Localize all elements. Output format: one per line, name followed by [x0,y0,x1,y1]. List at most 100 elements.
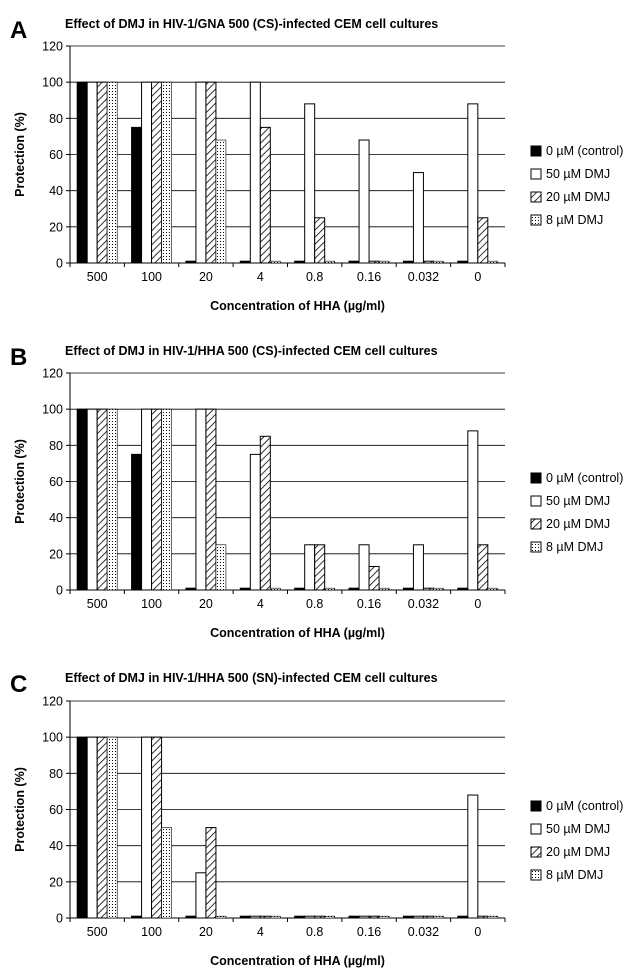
panel-label: A [10,17,27,44]
x-tick-label: 0.032 [408,270,439,284]
bar-a-s3-c3 [270,260,281,264]
legend-swatch [530,191,542,203]
y-tick-label: 20 [49,547,63,561]
bar-b-s1-c7 [467,430,479,591]
bar-a-s3-c7 [487,260,499,264]
x-tick-label: 0.16 [357,270,381,284]
bar-a-s1-c6 [412,172,424,264]
y-tick-label: 120 [42,695,63,709]
bar-b-s0-c4 [294,587,306,591]
bar-a-s3-c1 [161,81,172,264]
legend: 0 µM (control) 50 µM DMJ 20 µM DMJ 8 µM DMJ [530,799,623,882]
x-tick-label: 20 [199,597,213,611]
bar-c-s3-c6 [433,915,444,919]
legend-label: 20 µM DMJ [546,845,610,859]
bar-b-s2-c3 [259,435,271,591]
y-tick-label: 120 [42,367,63,381]
legend-label: 0 µM (control) [546,799,623,813]
legend-label: 8 µM DMJ [546,540,603,554]
bar-b-s1-c1 [141,408,153,591]
x-tick-label: 0.16 [357,925,381,939]
bar-c-s3-c5 [378,915,390,919]
bar-b-s1-c2 [195,408,207,591]
bar-a-s3-c5 [378,260,390,264]
bar-b-s1-c6 [412,544,424,591]
bar-a-s0-c7 [457,260,469,264]
bar-a-s1-c7 [467,103,479,264]
bar-c-s3-c3 [270,915,281,919]
y-axis-title: Protection (%) [13,439,27,524]
bar-b-s0-c6 [402,587,414,591]
legend-label: 8 µM DMJ [546,213,603,227]
x-tick-label: 100 [141,925,162,939]
legend-swatch [530,846,542,858]
chart-panel-c: C Effect of DMJ in HIV-1/HHA 500 (SN)-inf… [10,671,623,968]
bar-b-s3-c1 [161,408,172,591]
x-tick-label: 500 [87,597,108,611]
legend-swatch [530,145,542,157]
bar-a-s0-c4 [294,260,306,264]
bar-b-s2-c0 [96,408,108,591]
bar-b-s2-c6 [422,587,434,591]
x-tick-label: 100 [141,270,162,284]
panel-label: C [10,671,27,698]
y-tick-label: 100 [42,731,63,745]
bar-b-s3-c4 [324,587,335,591]
bar-a-s0-c2 [185,260,197,264]
y-tick-label: 60 [49,475,63,489]
x-axis-title: Concentration of HHA (µg/ml) [210,626,385,640]
bar-a-s3-c0 [106,81,118,264]
x-tick-label: 0.16 [357,597,381,611]
bar-c-s1-c5 [358,915,370,919]
bar-c-s3-c7 [487,915,499,919]
bar-b-s3-c3 [270,587,281,591]
bar-a-s1-c2 [195,81,207,264]
x-tick-label: 500 [87,270,108,284]
bar-b-s1-c5 [358,544,370,591]
bar-a-s1-c3 [249,81,261,264]
legend-swatch [530,823,542,835]
bar-c-s3-c2 [215,915,227,919]
bar-b-s0-c1 [131,453,143,591]
bar-b-s0-c5 [348,587,360,591]
legend-swatch [530,518,542,530]
bar-a-s0-c1 [131,126,143,264]
bar-b-s1-c4 [304,544,316,591]
legend-label: 50 µM DMJ [546,822,610,836]
bar-a-s0-c3 [239,260,251,264]
bar-a-s3-c2 [215,139,227,264]
y-tick-label: 0 [56,912,63,926]
bar-c-s2-c3 [259,915,271,919]
y-tick-label: 80 [49,439,63,453]
x-tick-label: 0.8 [306,925,323,939]
x-axis-title: Concentration of HHA (µg/ml) [210,299,385,313]
bar-c-s1-c0 [86,736,98,919]
bar-a-s0-c6 [402,260,414,264]
y-tick-label: 20 [49,220,63,234]
bar-c-s1-c4 [304,915,316,919]
x-tick-label: 4 [257,597,264,611]
chart-title: Effect of DMJ in HIV-1/HHA 500 (CS)-infe… [65,344,438,358]
x-tick-label: 0.032 [408,925,439,939]
x-tick-label: 100 [141,597,162,611]
bar-b-s0-c2 [185,587,197,591]
legend-swatch [530,541,542,553]
legend-label: 8 µM DMJ [546,868,603,882]
bar-c-s0-c6 [402,915,414,919]
bar-a-s0-c0 [76,81,88,264]
bar-c-s1-c7 [467,794,479,919]
bar-c-s0-c0 [76,736,88,919]
bar-b-s3-c6 [433,587,444,591]
y-tick-label: 20 [49,875,63,889]
bar-c-s0-c3 [239,915,251,919]
chart-panel-a: A Effect of DMJ in HIV-1/GNA 500 (CS)-inf… [10,17,623,313]
bar-b-s0-c0 [76,408,88,591]
bar-c-s0-c7 [457,915,469,919]
bar-c-s2-c1 [151,736,163,919]
bar-a-s2-c6 [422,260,434,264]
bar-c-s2-c7 [477,915,489,919]
x-tick-label: 4 [257,270,264,284]
bar-b-s2-c4 [314,544,326,591]
bar-b-s2-c5 [368,565,380,591]
